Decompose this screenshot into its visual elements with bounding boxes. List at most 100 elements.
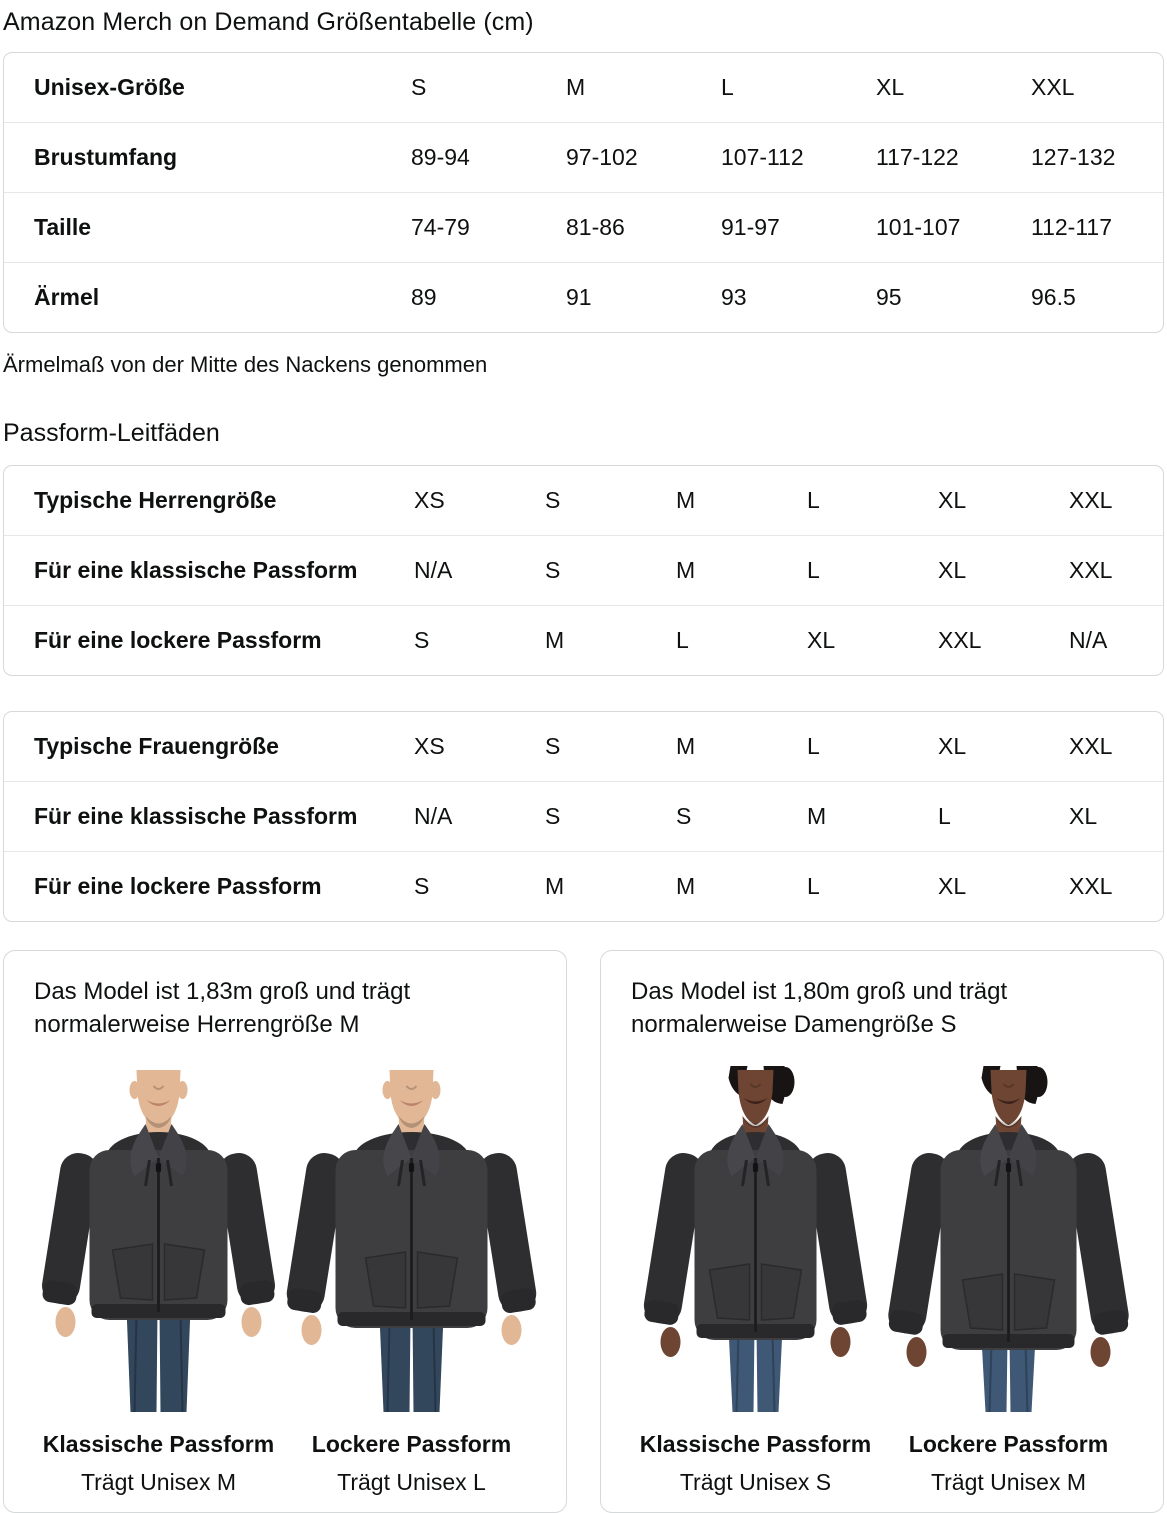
- size-cell: 97-102: [566, 144, 638, 170]
- sleeve-note: Ärmelmaß von der Mitte des Nackens genom…: [3, 352, 488, 377]
- fit-table-men: Typische Herrengröße XS S M L XL XXL Für…: [3, 465, 1164, 676]
- fit-caption: Klassische Passform: [639, 1431, 872, 1458]
- size-cell: N/A: [414, 557, 453, 583]
- row-label: Unisex-Größe: [34, 74, 185, 100]
- size-cell: XL: [938, 733, 967, 759]
- size-cell: N/A: [1069, 627, 1108, 653]
- model-figure-image: [285, 1062, 538, 1413]
- size-cell: S: [545, 733, 561, 759]
- table-row: Typische Frauengröße XS S M L XL XXL: [4, 712, 1163, 781]
- size-cell: S: [411, 74, 427, 100]
- table-row: Typische Herrengröße XS S M L XL XXL: [4, 466, 1163, 535]
- size-cell: L: [721, 74, 734, 100]
- model-photo: Klassische Passform Trägt Unisex M: [32, 1062, 285, 1496]
- size-cell: M: [676, 487, 696, 513]
- model-photo: Lockere Passform Trägt Unisex M: [882, 1062, 1135, 1496]
- size-cell: XS: [414, 733, 445, 759]
- size-cell: M: [676, 733, 696, 759]
- size-cell: XXL: [938, 627, 982, 653]
- size-cell: XL: [876, 74, 905, 100]
- model-card-women: Das Model ist 1,80m groß und trägt norma…: [600, 950, 1164, 1513]
- size-caption: Trägt Unisex M: [80, 1469, 237, 1496]
- table-row: Brustumfang 89-94 97-102 107-112 117-122…: [4, 122, 1163, 192]
- row-label: Taille: [34, 214, 92, 240]
- size-cell: 112-117: [1031, 214, 1112, 240]
- table-row: Für eine klassische Passform N/A S S M L…: [4, 781, 1163, 851]
- row-label: Ärmel: [34, 284, 100, 310]
- size-cell: 127-132: [1031, 144, 1116, 170]
- size-cell: XL: [938, 487, 967, 513]
- size-cell: XL: [938, 557, 967, 583]
- model-figure-image: [32, 1062, 285, 1413]
- size-cell: 89-94: [411, 144, 470, 170]
- size-cell: S: [414, 873, 430, 899]
- size-cell: 107-112: [721, 144, 804, 170]
- size-cell: L: [938, 803, 951, 829]
- size-cell: 91: [566, 284, 592, 310]
- fit-caption: Lockere Passform: [311, 1431, 512, 1458]
- size-cell: 89: [411, 284, 437, 310]
- size-cell: M: [545, 873, 565, 899]
- size-cell: L: [807, 487, 820, 513]
- model-photo: Klassische Passform Trägt Unisex S: [629, 1062, 882, 1496]
- row-label: Für eine klassische Passform: [34, 557, 358, 583]
- size-cell: 74-79: [411, 214, 470, 240]
- size-cell: S: [545, 803, 561, 829]
- fit-guides-heading: Passform-Leitfäden: [3, 419, 220, 447]
- page-title: Amazon Merch on Demand Größentabelle (cm…: [3, 8, 534, 36]
- row-label: Für eine lockere Passform: [34, 873, 322, 899]
- size-cell: XXL: [1069, 557, 1113, 583]
- table-row: Für eine klassische Passform N/A S M L X…: [4, 535, 1163, 605]
- size-cell: M: [676, 557, 696, 583]
- table-row: Für eine lockere Passform S M M L XL XXL: [4, 851, 1163, 921]
- size-cell: M: [676, 873, 696, 899]
- size-cell: N/A: [414, 803, 453, 829]
- photo-row: Klassische Passform Trägt Unisex M: [32, 1062, 538, 1496]
- size-cell: 101-107: [876, 214, 961, 240]
- table-row: Taille 74-79 81-86 91-97 101-107 112-117: [4, 192, 1163, 262]
- size-cell: XL: [938, 873, 967, 899]
- size-cell: S: [414, 627, 430, 653]
- size-caption: Trägt Unisex S: [679, 1469, 832, 1496]
- size-cell: L: [807, 733, 820, 759]
- size-cell: XL: [807, 627, 836, 653]
- row-label: Für eine lockere Passform: [34, 627, 322, 653]
- size-cell: XXL: [1031, 74, 1075, 100]
- size-cell: 95: [876, 284, 902, 310]
- table-row: Ärmel 89 91 93 95 96.5: [4, 262, 1163, 332]
- row-label: Typische Frauengröße: [34, 733, 279, 759]
- size-cell: XL: [1069, 803, 1098, 829]
- model-description: Das Model ist 1,80m groß und trägt norma…: [631, 978, 1008, 1038]
- size-cell: M: [566, 74, 586, 100]
- size-cell: 117-122: [876, 144, 959, 170]
- model-figure-image: [882, 1062, 1135, 1413]
- model-card-men: Das Model ist 1,83m groß und trägt norma…: [3, 950, 567, 1513]
- size-caption: Trägt Unisex L: [337, 1469, 486, 1496]
- size-cell: L: [807, 873, 820, 899]
- size-cell: 91-97: [721, 214, 780, 240]
- size-cell: XS: [414, 487, 445, 513]
- row-label: Brustumfang: [34, 144, 178, 170]
- size-cell: M: [545, 627, 565, 653]
- size-cell: L: [807, 557, 820, 583]
- size-cell: M: [807, 803, 827, 829]
- table-row: Für eine lockere Passform S M L XL XXL N…: [4, 605, 1163, 675]
- size-cell: XXL: [1069, 873, 1113, 899]
- size-caption: Trägt Unisex M: [930, 1469, 1087, 1496]
- row-label: Typische Herrengröße: [34, 487, 277, 513]
- model-photo: Lockere Passform Trägt Unisex L: [285, 1062, 538, 1496]
- photo-row: Klassische Passform Trägt Unisex S: [629, 1062, 1135, 1496]
- model-figure-image: [629, 1062, 882, 1413]
- size-cell: S: [545, 487, 561, 513]
- model-cards: Das Model ist 1,83m groß und trägt norma…: [3, 950, 1164, 1513]
- table-row: Unisex-Größe S M L XL XXL: [4, 53, 1163, 122]
- size-cell: 93: [721, 284, 747, 310]
- size-cell: S: [545, 557, 561, 583]
- size-cell: 81-86: [566, 214, 625, 240]
- row-label: Für eine klassische Passform: [34, 803, 358, 829]
- fit-caption: Lockere Passform: [908, 1431, 1109, 1458]
- fit-caption: Klassische Passform: [42, 1431, 275, 1458]
- size-cell: XXL: [1069, 487, 1113, 513]
- size-cell: L: [676, 627, 689, 653]
- size-cell: S: [676, 803, 692, 829]
